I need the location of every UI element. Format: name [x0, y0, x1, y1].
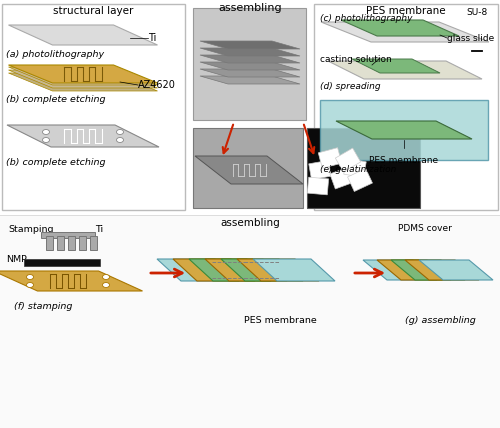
Polygon shape [200, 55, 300, 63]
Polygon shape [391, 260, 465, 280]
Polygon shape [328, 61, 482, 79]
Polygon shape [200, 62, 300, 70]
FancyBboxPatch shape [320, 100, 488, 160]
Text: Stamping: Stamping [8, 225, 54, 234]
Polygon shape [8, 65, 158, 83]
FancyBboxPatch shape [193, 8, 306, 120]
Polygon shape [200, 41, 300, 49]
Polygon shape [352, 59, 440, 73]
FancyBboxPatch shape [307, 128, 420, 208]
Bar [46, 236, 53, 250]
Text: assembling: assembling [220, 218, 280, 228]
Polygon shape [200, 48, 300, 56]
Polygon shape [237, 259, 319, 281]
Polygon shape [8, 67, 158, 85]
Text: (a) photolithography: (a) photolithography [6, 50, 104, 59]
Polygon shape [205, 259, 287, 281]
Text: (c) photolithography: (c) photolithography [320, 14, 412, 23]
Polygon shape [8, 70, 158, 88]
Text: casting solution: casting solution [320, 55, 392, 64]
Text: (g) assembling: (g) assembling [405, 316, 476, 325]
Ellipse shape [42, 137, 50, 143]
Ellipse shape [116, 137, 123, 143]
Polygon shape [7, 125, 159, 147]
Bar [0, 214, 500, 216]
Ellipse shape [102, 282, 110, 288]
Text: assembling: assembling [218, 3, 282, 13]
Polygon shape [344, 158, 366, 178]
FancyBboxPatch shape [193, 128, 303, 208]
Polygon shape [321, 22, 489, 42]
Text: PES membrane: PES membrane [244, 316, 316, 325]
Polygon shape [309, 160, 331, 180]
FancyBboxPatch shape [2, 4, 185, 210]
Text: Ti: Ti [95, 225, 103, 234]
Text: structural layer: structural layer [53, 6, 133, 16]
Polygon shape [173, 259, 255, 281]
Text: NMP: NMP [6, 256, 27, 265]
Polygon shape [330, 167, 354, 189]
Bar [24, 259, 100, 266]
Bar [68, 236, 75, 250]
Polygon shape [336, 121, 472, 139]
Polygon shape [0, 271, 142, 291]
Ellipse shape [116, 130, 123, 134]
Polygon shape [8, 73, 158, 91]
Text: PES membrane: PES membrane [366, 6, 446, 16]
Bar [79, 236, 86, 250]
Polygon shape [195, 156, 303, 184]
Ellipse shape [102, 274, 110, 279]
Polygon shape [348, 169, 372, 191]
Polygon shape [341, 20, 459, 36]
Polygon shape [8, 25, 158, 45]
Polygon shape [200, 76, 300, 84]
Ellipse shape [26, 274, 34, 279]
Polygon shape [336, 148, 360, 172]
Text: Ti: Ti [148, 33, 156, 43]
Ellipse shape [26, 282, 34, 288]
Polygon shape [363, 260, 437, 280]
Bar [41, 232, 95, 238]
Text: SU-8: SU-8 [466, 8, 487, 17]
FancyBboxPatch shape [0, 215, 500, 428]
Polygon shape [157, 259, 239, 281]
Bar [57, 236, 64, 250]
Polygon shape [253, 259, 335, 281]
Text: (f) stamping: (f) stamping [14, 302, 72, 311]
Polygon shape [318, 148, 342, 168]
Text: AZ4620: AZ4620 [138, 80, 176, 90]
Text: PES membrane: PES membrane [370, 156, 438, 165]
Polygon shape [419, 260, 493, 280]
Text: (e) gelatinization: (e) gelatinization [320, 165, 396, 174]
Text: (b) complete etching: (b) complete etching [6, 95, 105, 104]
Polygon shape [308, 177, 328, 195]
Polygon shape [405, 260, 479, 280]
Polygon shape [377, 260, 451, 280]
Polygon shape [221, 259, 303, 281]
Ellipse shape [42, 130, 50, 134]
Polygon shape [200, 69, 300, 77]
FancyBboxPatch shape [314, 4, 498, 210]
Text: glass slide: glass slide [447, 33, 494, 42]
Text: PDMS cover: PDMS cover [398, 224, 452, 233]
Text: (d) spreading: (d) spreading [320, 82, 380, 91]
Text: (b) complete etching: (b) complete etching [6, 158, 105, 167]
Bar [90, 236, 97, 250]
Polygon shape [189, 259, 271, 281]
